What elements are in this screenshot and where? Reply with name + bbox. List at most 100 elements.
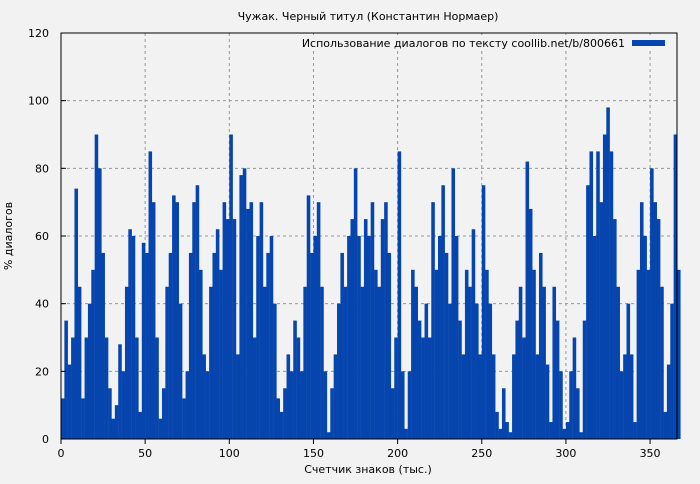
bar [390,388,395,439]
bar [421,337,425,439]
bar [552,286,557,439]
bar [158,418,163,439]
bar [643,236,647,439]
bar [340,252,344,439]
bar [330,388,334,439]
bar [236,354,240,439]
bar [232,219,237,439]
ticks: 0 20 40 60 80 100 120 0 50 100 150 200 250 300 350 [28,27,661,460]
bar [596,151,600,439]
bar [165,286,169,439]
y-tick-label: 20 [35,365,49,378]
bar [431,202,435,439]
bar [387,252,392,439]
bar [94,134,99,439]
bar [357,236,361,439]
bar [202,354,206,439]
bar [188,252,193,439]
bar [222,202,227,439]
bar [205,371,210,439]
x-axis-label: Счетчик знаков (тыс.) [304,463,432,476]
bar [438,236,442,439]
bar [461,354,466,439]
bar [579,432,583,439]
bar [400,371,405,439]
bar [525,161,530,440]
bar [276,398,280,439]
bar [663,411,668,439]
bar [67,364,72,439]
bar [545,364,550,439]
bar [377,286,381,439]
bar [108,388,112,439]
bar [670,303,674,439]
bar [161,388,166,439]
bar [636,269,641,439]
legend-swatch [632,40,665,46]
bar [74,188,79,439]
bar [626,303,631,439]
bar [535,354,540,439]
bar [347,236,351,439]
bar [138,411,142,439]
x-tick-label: 250 [471,447,492,460]
bar [178,303,183,439]
bar [404,428,408,439]
y-tick-label: 80 [35,162,49,175]
legend-background [310,35,674,51]
bar [98,168,102,440]
bar [71,337,75,439]
bar [225,219,230,439]
bar [286,354,291,439]
bar [380,219,385,439]
bar [353,168,358,440]
bar [650,168,654,440]
bar [256,236,260,439]
bar [485,269,489,439]
legend: Использование диалогов по тексту coollib… [302,35,674,51]
bar [249,202,254,439]
bar [481,185,486,439]
y-tick-label: 40 [35,298,49,311]
bar [242,168,247,440]
bar [229,134,233,439]
bar [121,371,126,439]
chart-title: Чужак. Черный титул (Константин Нормаер) [238,10,499,23]
bar [518,286,523,439]
bar [599,202,604,439]
bar [478,354,482,439]
bar [273,303,277,439]
y-tick-label: 60 [35,230,49,243]
bar [185,371,190,439]
x-tick-label: 150 [303,447,324,460]
bar [616,286,620,439]
bar [252,337,257,439]
bar [441,185,445,439]
bar [619,371,624,439]
bar [101,252,105,439]
bar [501,388,506,439]
bar [151,202,156,439]
bar [266,252,270,439]
bar [488,303,493,439]
x-tick-label: 50 [138,447,152,460]
bar [182,398,186,439]
bar [569,371,573,439]
bar [84,337,89,439]
bar [475,303,479,439]
bar [646,269,651,439]
bar [289,371,294,439]
bar [367,236,371,439]
bar [464,269,469,439]
bar [407,371,412,439]
bar [629,354,634,439]
bar [296,337,301,439]
bar [411,269,415,439]
bar [155,337,159,439]
bar [586,185,590,439]
bar [602,134,607,439]
bar [677,269,681,439]
bar [394,337,398,439]
bar [448,303,452,439]
